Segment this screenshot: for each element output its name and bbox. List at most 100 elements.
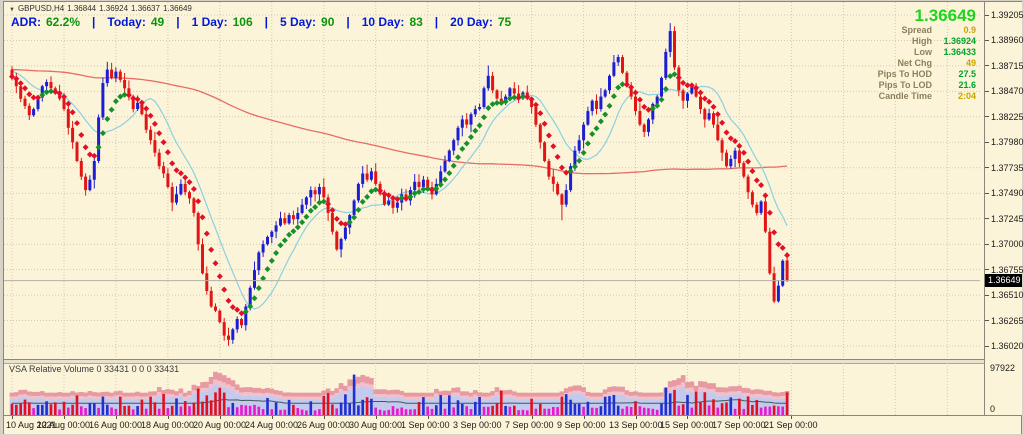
- info-row-value: 2:04: [957, 91, 976, 101]
- info-row-value: 1.36924: [943, 36, 976, 46]
- info-row-value: 1.36433: [943, 47, 976, 57]
- time-axis-tick: [64, 416, 65, 419]
- price-axis-label: 1.38225: [991, 112, 1024, 122]
- adr-indicator-row: ADR: 62.2% | Today: 49 | 1 Day: 106 | 5 Day: 90 | 10…: [11, 15, 523, 29]
- price-axis-tick: [985, 65, 989, 66]
- ma-slow-line: [11, 68, 788, 175]
- time-axis-tick: [116, 416, 117, 419]
- time-axis-label: 21 Sep 00:00: [764, 420, 818, 430]
- volume-pane[interactable]: [4, 363, 984, 415]
- volume-scale-max: 97922: [990, 363, 1016, 373]
- price-axis-tick: [985, 346, 989, 347]
- info-row: Spread 0.9: [806, 25, 976, 36]
- price-axis-label: 1.36265: [991, 316, 1024, 326]
- time-axis-label: 30 Aug 00:00: [349, 420, 403, 430]
- adr-item-label: 20 Day:: [450, 15, 493, 29]
- price-axis-label: 1.37735: [991, 163, 1024, 173]
- adr-item-label: 5 Day:: [279, 15, 317, 29]
- trend-trail-dots: [9, 71, 791, 317]
- price-axis[interactable]: 1.36649 1.39205 1.38960 1.38715 1.38470 1.38…: [984, 2, 1024, 415]
- volume-scale-min: 0: [990, 404, 996, 414]
- candles: [10, 23, 789, 346]
- chart-window: ▼ GBPUSD,H4 1.36844 1.36924 1.36637 1.36649 A…: [3, 1, 1024, 434]
- adr-separator: |: [346, 15, 350, 29]
- time-axis-tick: [584, 416, 585, 419]
- info-row-label: Low: [914, 47, 932, 57]
- info-row: Pips To LOD 21.6: [806, 80, 976, 91]
- time-axis-tick: [687, 416, 688, 419]
- time-axis-label: 7 Sep 00:00: [505, 420, 554, 430]
- info-row-label: Spread: [901, 25, 932, 35]
- symbol-period: GBPUSD,H4: [17, 4, 65, 13]
- info-row: Low 1.36433: [806, 47, 976, 58]
- time-axis-label: 1 Sep 00:00: [401, 420, 450, 430]
- time-axis-tick: [532, 416, 533, 419]
- price-axis-tick: [985, 142, 989, 143]
- price-axis-tick: [985, 269, 989, 270]
- current-price-readout: 1.36649: [914, 6, 976, 25]
- adr-item-value: 83: [409, 15, 423, 29]
- adr-item-label: 1 Day:: [191, 15, 228, 29]
- pane-divider[interactable]: [4, 359, 984, 364]
- price-info-panel: 1.36649 Spread 0.9 High 1.36924 Low 1.36433 Ne…: [806, 7, 976, 102]
- collapse-icon[interactable]: ▼: [9, 7, 15, 13]
- price-axis-label: 1.37490: [991, 188, 1024, 198]
- info-row: Pips To HOD 27.5: [806, 69, 976, 80]
- info-row-label: Pips To HOD: [877, 69, 932, 79]
- price-axis-label: 1.38470: [991, 86, 1024, 96]
- info-row-value: 0.9: [963, 25, 976, 35]
- price-axis-tick: [985, 244, 989, 245]
- price-axis-tick: [985, 295, 989, 296]
- adr-separator: |: [264, 15, 268, 29]
- price-axis-tick: [985, 40, 989, 41]
- time-axis-label: 18 Aug 00:00: [141, 420, 195, 430]
- time-axis-tick: [168, 416, 169, 419]
- price-axis-label: 1.36510: [991, 290, 1024, 300]
- adr-item-value: 90: [321, 15, 335, 29]
- time-axis-label: 3 Sep 00:00: [453, 420, 502, 430]
- ma-fast-line: [11, 70, 788, 310]
- info-row-value: 21.6: [958, 80, 976, 90]
- time-axis-tick: [272, 416, 273, 419]
- price-axis-label: 1.36755: [991, 265, 1024, 275]
- adr-item-value: 49: [150, 15, 165, 29]
- chart-title: ▼ GBPUSD,H4 1.36844 1.36924 1.36637 1.36649: [9, 4, 195, 13]
- time-axis-label: 9 Sep 00:00: [557, 420, 606, 430]
- time-axis-label: 24 Aug 00:00: [245, 420, 299, 430]
- price-axis-tick: [985, 15, 989, 16]
- time-axis-tick: [376, 416, 377, 419]
- adr-separator: |: [434, 15, 439, 29]
- current-price-marker: 1.36649: [985, 274, 1022, 287]
- price-chart-pane[interactable]: [4, 2, 984, 359]
- adr-item-label: ADR:: [11, 15, 41, 29]
- adr-item-value: 106: [232, 15, 253, 29]
- info-row: Candle Time 2:04: [806, 91, 976, 102]
- volume-bars: [10, 374, 789, 415]
- info-row-label: Net Chg: [897, 58, 933, 68]
- bar-low: 1.36637: [131, 4, 160, 13]
- price-axis-label: 1.36020: [991, 341, 1024, 351]
- price-axis-label: 1.39205: [991, 10, 1024, 20]
- time-axis-label: 10 Aug 2021: [6, 420, 57, 430]
- adr-item-value: 75: [497, 15, 512, 29]
- bar-open: 1.36844: [67, 4, 97, 13]
- bar-close: 1.36649: [162, 4, 192, 13]
- price-axis-tick: [985, 167, 989, 168]
- bar-high: 1.36924: [99, 4, 129, 13]
- time-axis-tick: [480, 416, 481, 419]
- time-axis-label: 26 Aug 00:00: [297, 420, 351, 430]
- info-row: High 1.36924: [806, 36, 976, 47]
- info-row: Net Chg 49: [806, 58, 977, 69]
- price-axis-tick: [985, 320, 989, 321]
- time-axis-label: 16 Aug 00:00: [89, 420, 143, 430]
- volume-indicator-label: VSA Relative Volume 0 33431 0 0 0 33431: [9, 364, 180, 374]
- price-axis-tick: [985, 193, 989, 194]
- price-axis-label: 1.38960: [991, 35, 1024, 45]
- adr-separator: |: [176, 15, 180, 29]
- price-axis-label: 1.37245: [991, 214, 1024, 224]
- time-axis-tick: [791, 416, 792, 419]
- time-axis[interactable]: 10 Aug 2021 12 Aug 00:00 16 Aug 00:00 18 Au…: [4, 415, 1021, 434]
- time-axis-label: 17 Sep 00:00: [712, 420, 766, 430]
- price-axis-label: 1.38715: [991, 61, 1024, 71]
- adr-separator: |: [92, 15, 96, 29]
